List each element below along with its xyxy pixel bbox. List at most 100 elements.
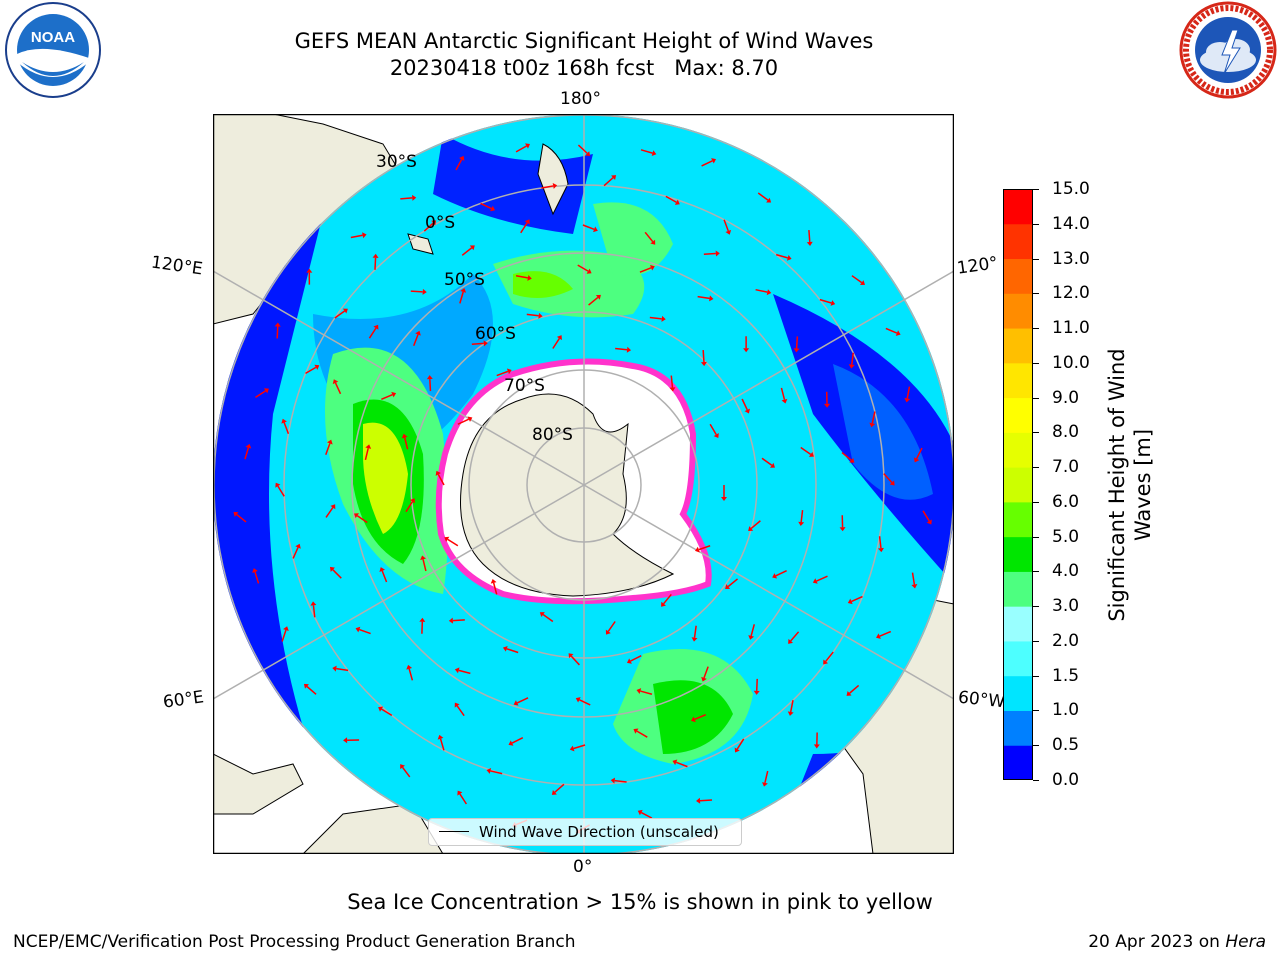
wave-arrow-head bbox=[636, 688, 642, 694]
lat-label-50s: 50°S bbox=[444, 270, 485, 290]
colorbar-tick-label: 9.0 bbox=[1052, 387, 1080, 408]
lat-label-40s: 0°S bbox=[425, 213, 456, 233]
wave-arrow-head bbox=[469, 245, 475, 251]
wave-arrow bbox=[789, 700, 794, 713]
colorbar-tick-mark bbox=[1033, 293, 1039, 295]
noaa-logo-icon: NOAA bbox=[5, 2, 101, 98]
map-legend: Wind Wave Direction (unscaled) bbox=[428, 818, 742, 846]
wave-arrow-head bbox=[700, 361, 707, 367]
wave-arrow bbox=[582, 224, 595, 231]
wave-arrow-head bbox=[435, 470, 441, 476]
colorbar-tick-mark bbox=[1033, 362, 1039, 364]
wave-arrow bbox=[410, 290, 423, 293]
polar-map bbox=[212, 113, 955, 855]
wave-arrow bbox=[312, 605, 316, 618]
wave-arrow bbox=[588, 296, 599, 306]
wave-arrow bbox=[244, 447, 250, 460]
wave-arrow-head bbox=[415, 330, 421, 336]
wave-arrow-head bbox=[426, 375, 433, 380]
colorbar-tick-label: 4.0 bbox=[1052, 561, 1080, 582]
wave-arrow bbox=[607, 621, 616, 632]
wave-arrow-head bbox=[420, 555, 426, 561]
wave-arrow bbox=[332, 569, 342, 579]
wave-arrow bbox=[851, 595, 863, 603]
wave-arrow-head bbox=[847, 598, 853, 605]
wave-arrow-head bbox=[332, 379, 339, 385]
colorbar-tick-mark bbox=[1033, 745, 1039, 747]
colorbar-segment bbox=[1003, 223, 1033, 260]
wave-arrow-head bbox=[400, 764, 405, 770]
wave-arrow bbox=[429, 379, 432, 392]
wave-arrow-head bbox=[709, 295, 714, 302]
wave-arrow bbox=[542, 613, 554, 623]
wave-arrow bbox=[492, 582, 498, 595]
wave-arrow-head bbox=[437, 734, 444, 740]
wave-arrow bbox=[915, 447, 923, 460]
wave-arrow-head bbox=[568, 653, 574, 659]
wave-arrow bbox=[461, 247, 473, 256]
wave-arrow-head bbox=[467, 416, 473, 422]
wave-arrow bbox=[336, 667, 349, 672]
footer-credit: NCEP/EMC/Verification Post Processing Pr… bbox=[13, 932, 576, 952]
lat-label-70s: 70°S bbox=[504, 376, 545, 396]
wave-arrow-head bbox=[391, 391, 397, 398]
wave-arrow bbox=[741, 398, 748, 411]
wave-arrow bbox=[350, 234, 363, 239]
wave-arrow-head bbox=[459, 155, 465, 161]
wave-arrow-head bbox=[626, 346, 632, 353]
wave-arrow bbox=[639, 267, 652, 273]
wave-arrow-head bbox=[889, 480, 895, 486]
wave-arrow bbox=[649, 316, 662, 320]
wave-arrow-head bbox=[748, 526, 754, 532]
wave-arrow-head bbox=[830, 300, 836, 306]
wave-arrow-head bbox=[585, 151, 591, 157]
wave-arrow-head bbox=[263, 388, 269, 394]
wave-arrow bbox=[456, 705, 465, 717]
wave-arrow-head bbox=[762, 782, 768, 787]
wave-arrow-head bbox=[611, 175, 617, 181]
wave-arrow-head bbox=[538, 312, 543, 319]
wave-arrow-head bbox=[552, 182, 558, 189]
wave-arrow bbox=[381, 708, 393, 717]
wave-arrow bbox=[403, 437, 409, 450]
wave-arrow bbox=[325, 507, 334, 518]
wave-arrow bbox=[447, 538, 459, 547]
colorbar-tick-label: 14.0 bbox=[1052, 213, 1090, 234]
colorbar-segment bbox=[1003, 432, 1033, 468]
colorbar-tick-label: 3.0 bbox=[1052, 596, 1080, 617]
wave-arrow bbox=[775, 569, 787, 577]
wave-arrow bbox=[640, 149, 653, 154]
wave-arrow bbox=[458, 669, 471, 675]
nws-logo-icon bbox=[1179, 1, 1277, 99]
colorbar-tick-label: 0.0 bbox=[1052, 770, 1080, 790]
wave-arrow-head bbox=[734, 747, 740, 753]
wave-arrow bbox=[800, 510, 804, 523]
wave-arrow-head bbox=[327, 439, 333, 445]
wave-arrow-head bbox=[713, 433, 719, 439]
wave-arrow bbox=[775, 253, 788, 259]
wave-arrow bbox=[515, 145, 527, 153]
wave-arrow bbox=[615, 347, 628, 351]
wave-arrow-head bbox=[691, 716, 696, 723]
wave-arrow bbox=[885, 327, 898, 334]
wave-arrow-head bbox=[781, 398, 788, 404]
wave-arrow-head bbox=[848, 364, 855, 369]
wave-arrow-head bbox=[365, 444, 372, 449]
wave-arrow bbox=[790, 631, 800, 642]
wave-arrow bbox=[490, 770, 503, 775]
wave-arrow-head bbox=[460, 288, 467, 293]
wave-arrow bbox=[808, 229, 811, 243]
wave-arrow bbox=[851, 275, 863, 284]
wave-arrow-head bbox=[725, 584, 731, 589]
wave-arrow bbox=[702, 350, 705, 363]
wave-arrow-head bbox=[457, 790, 463, 796]
wave-arrow bbox=[636, 730, 648, 738]
wave-arrow-head bbox=[372, 253, 379, 258]
wave-arrow-head bbox=[409, 498, 415, 504]
colorbar-tick-label: 15.0 bbox=[1052, 179, 1090, 199]
wave-arrow-head bbox=[674, 199, 680, 205]
wave-arrow bbox=[755, 288, 768, 293]
colorbar-tick-mark bbox=[1033, 328, 1039, 330]
wave-arrow bbox=[570, 655, 580, 666]
wave-arrow-head bbox=[926, 519, 932, 525]
